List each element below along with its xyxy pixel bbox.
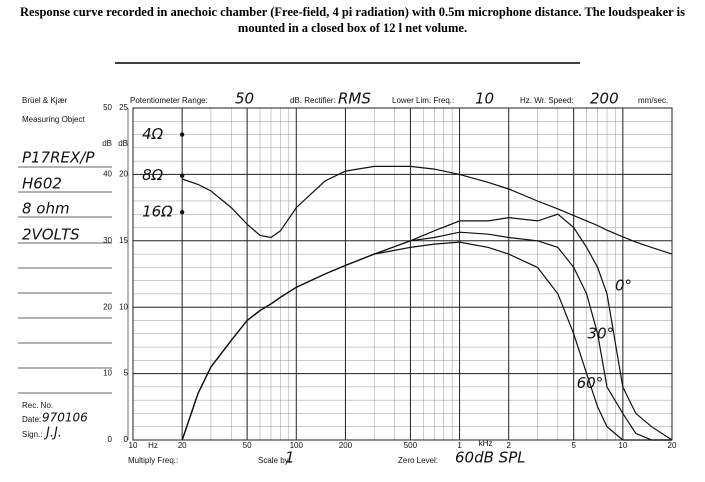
x-tick-label: 10 — [618, 441, 627, 450]
x-tick-label: 20 — [668, 441, 677, 450]
caption: Response curve recorded in anechoic cham… — [20, 5, 685, 35]
y-tick-label: 20 — [103, 302, 112, 311]
mult-label: Multiply Freq.: — [128, 456, 178, 465]
x-unit: kHz — [479, 439, 493, 448]
y2-tick-label: 5 — [124, 369, 129, 378]
y-tick-label: 50 — [103, 103, 112, 112]
x-tick-label: 10 — [129, 441, 138, 450]
curve-label: 0° — [615, 276, 632, 294]
x-tick-label: 20 — [178, 441, 187, 450]
scale-label: Scale by: — [258, 456, 291, 465]
x-tick-label: 500 — [404, 441, 418, 450]
curve-label: 30° — [588, 324, 615, 342]
impedance-label: 8Ω — [142, 166, 164, 184]
impedance-label: 16Ω — [142, 203, 173, 221]
y-tick-label: 40 — [103, 170, 112, 179]
y2-tick-label: 15 — [119, 236, 128, 245]
rect-value: RMS — [338, 90, 371, 108]
x-tick-label: 50 — [243, 441, 252, 450]
y2-tick-label: 25 — [119, 103, 128, 112]
speed-unit: mm/sec. — [638, 96, 668, 105]
form-lines — [18, 108, 129, 440]
impedance-label: 4Ω — [142, 125, 164, 143]
speed-value: 200 — [590, 90, 619, 108]
object-line: P17REX/P — [22, 149, 95, 167]
pot-label: Potentiometer Range: — [130, 96, 208, 105]
y-label: dB — [102, 139, 112, 148]
pot-value: 50 — [235, 90, 254, 108]
y2-tick-label: 10 — [119, 302, 128, 311]
y2-tick-label: 20 — [119, 170, 128, 179]
impedance-marker — [179, 132, 185, 137]
object-line: H602 — [22, 175, 62, 193]
brand: Brüel & Kjær — [22, 96, 68, 105]
object-line: 8 ohm — [22, 200, 70, 218]
y2-tick-label: 0 — [124, 435, 129, 444]
scale-value: 1 — [285, 449, 295, 467]
speed-label: Hz. Wr. Speed: — [520, 96, 574, 105]
zero-label: Zero Level: — [398, 456, 438, 465]
response-curve — [182, 165, 673, 255]
sign-value: J.J. — [43, 426, 62, 441]
object-line: 2VOLTS — [22, 226, 80, 244]
zero-value: 60dB SPL — [455, 449, 526, 467]
impedance-marker — [179, 173, 185, 178]
y-tick-label: 10 — [103, 369, 112, 378]
lim-label: Lower Lim. Freq.: — [392, 96, 454, 105]
y2-label: dB — [118, 139, 128, 148]
x-tick-label: 200 — [339, 441, 353, 450]
curve-label: 60° — [577, 374, 604, 392]
rec-label: Rec. No. — [22, 401, 53, 410]
x-tick-label: 2 — [506, 441, 511, 450]
x-tick-label: 1 — [457, 441, 462, 450]
date-value: 970106 — [42, 411, 88, 425]
rect-label: dB. Rectifier: — [290, 96, 336, 105]
lim-value: 10 — [475, 90, 494, 108]
date-label: Date: — [22, 415, 41, 424]
sign-label: Sign.: — [22, 430, 42, 439]
y-tick-label: 0 — [108, 435, 113, 444]
object-label: Measuring Object — [22, 115, 85, 124]
x-tick-label: 5 — [571, 441, 576, 450]
response-curve — [181, 241, 672, 441]
y-tick-label: 30 — [103, 236, 112, 245]
impedance-marker — [179, 210, 185, 215]
x-unit: Hz — [148, 441, 158, 450]
x-tick-label: 100 — [290, 441, 304, 450]
